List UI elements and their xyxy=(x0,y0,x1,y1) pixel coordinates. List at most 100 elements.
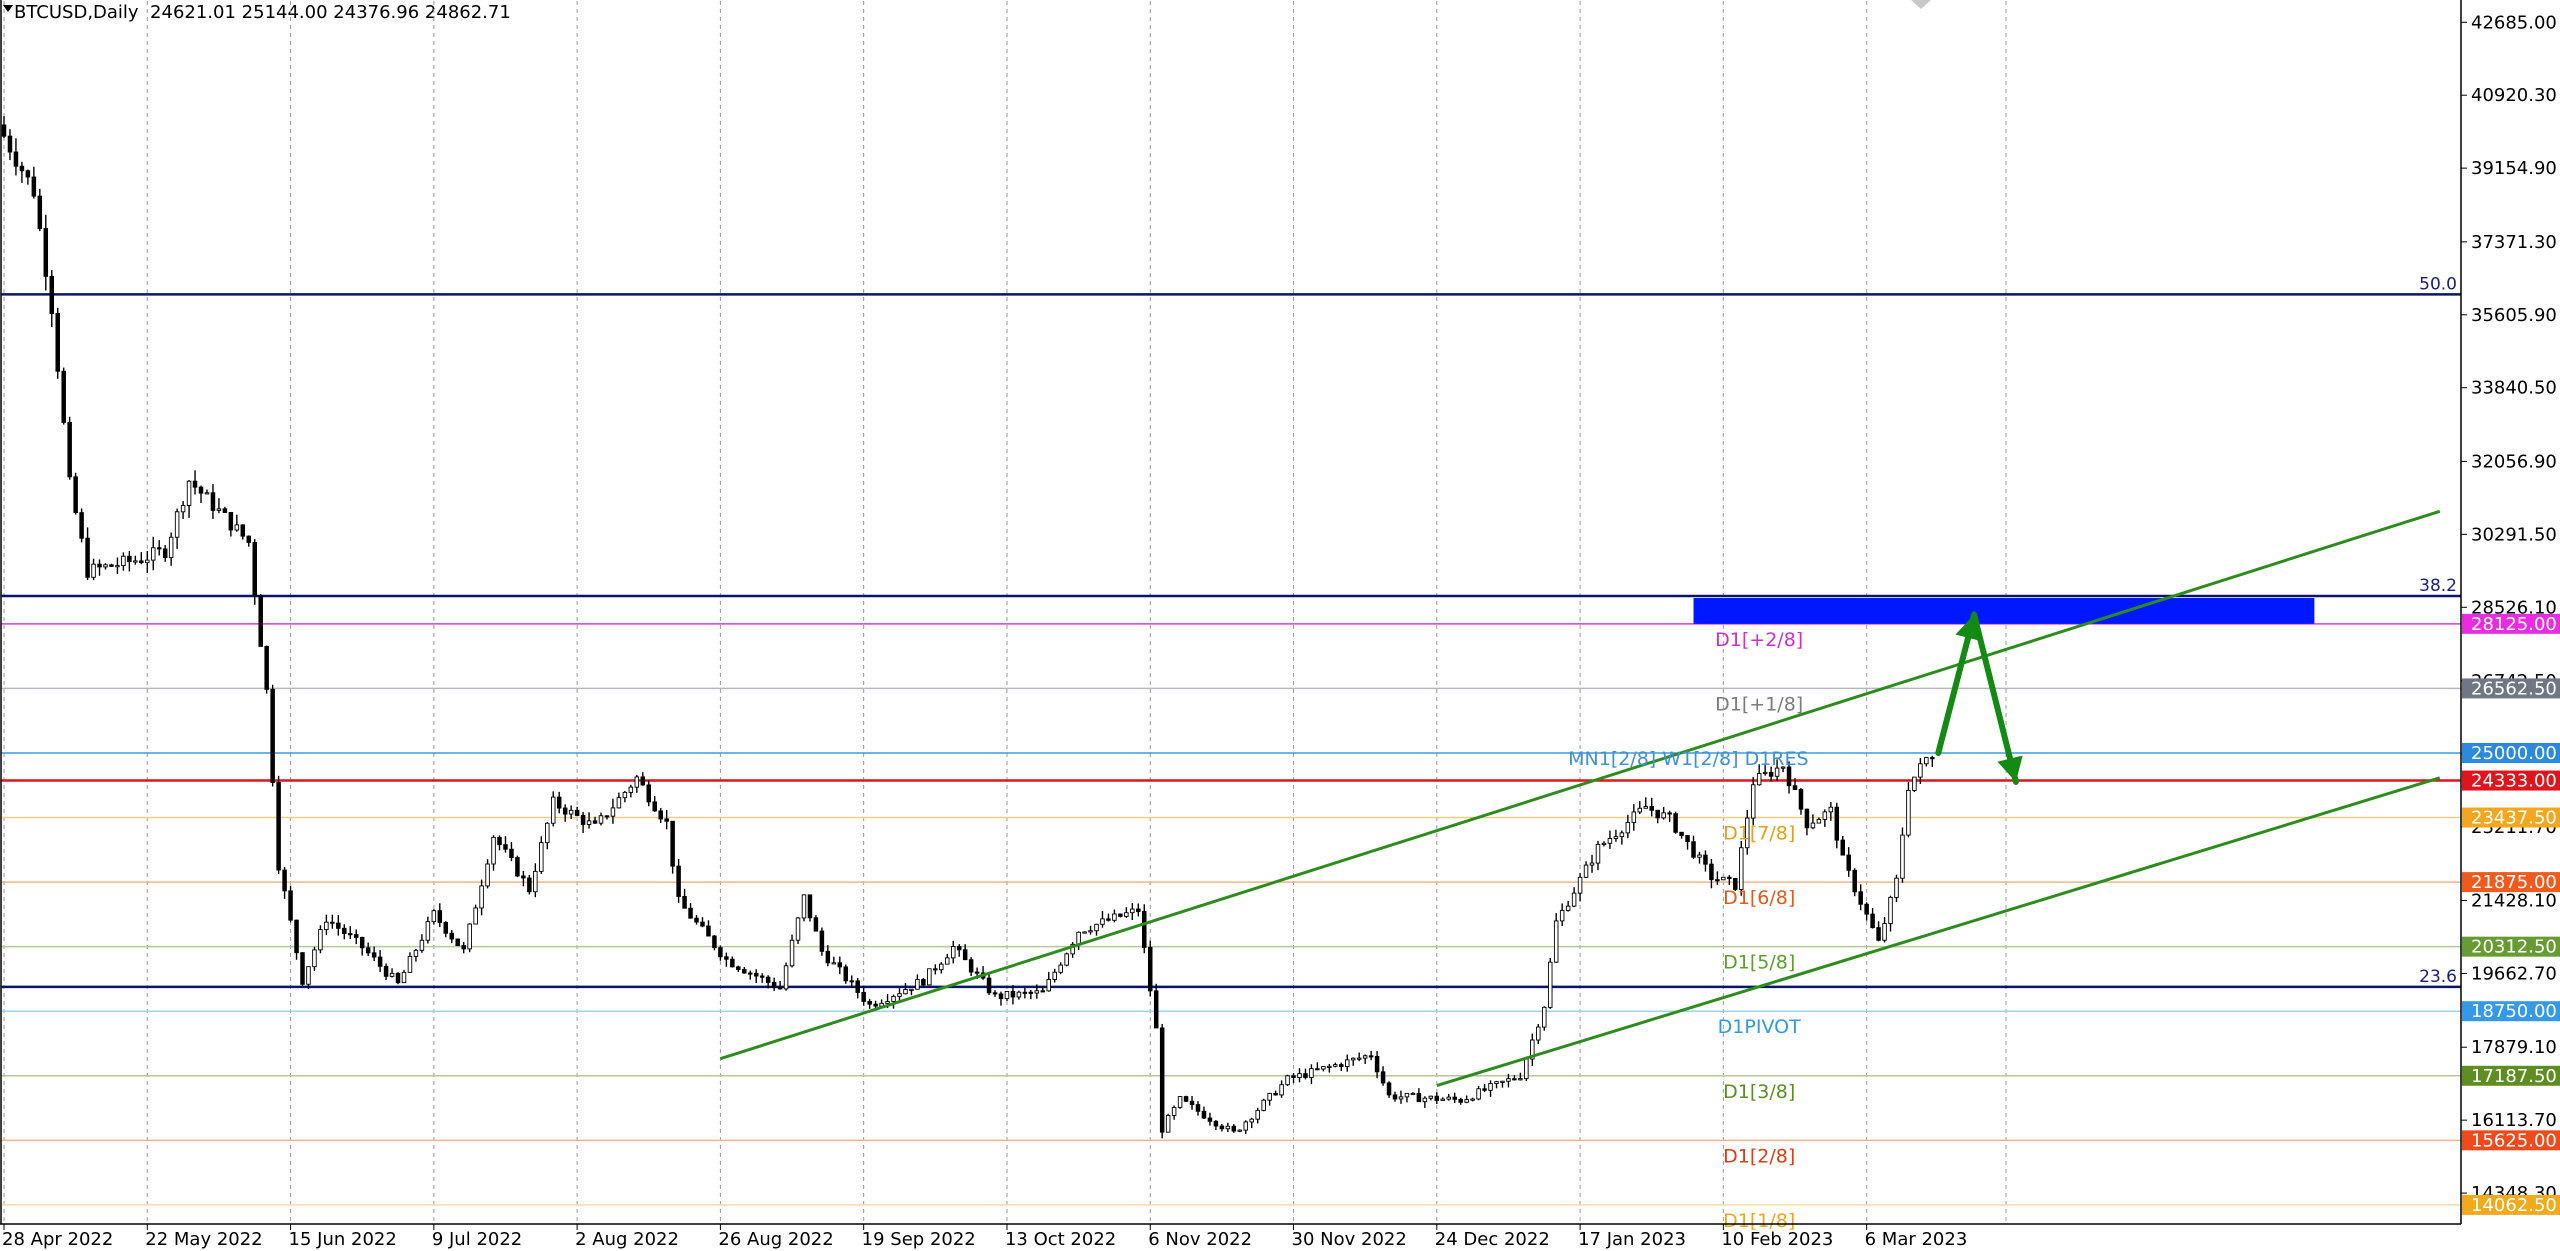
candle-body-bear xyxy=(288,890,293,921)
candle-body-bull xyxy=(1004,991,1010,1000)
candle-body-bull xyxy=(1631,811,1637,823)
candle-body-bull xyxy=(915,978,920,990)
candle-body-bull xyxy=(1476,1088,1481,1100)
candle-body-bear xyxy=(61,370,66,423)
candle-body-bull xyxy=(467,923,472,950)
candle-body-bear xyxy=(1685,835,1690,843)
candle-body-bear xyxy=(25,170,31,178)
candle-body-bear xyxy=(580,814,586,825)
candle-body-bear xyxy=(604,815,610,818)
candle-body-bear xyxy=(353,934,359,938)
candle-body-bear xyxy=(1434,1095,1440,1101)
candle-body-bear xyxy=(509,848,514,858)
candle-body-bull xyxy=(950,946,956,959)
candle-body-bear xyxy=(1458,1098,1463,1103)
candle-body-bear xyxy=(43,228,49,277)
candle-body-bull xyxy=(324,921,329,931)
candle-body-bear xyxy=(1673,813,1678,833)
time-tick-label: 6 Mar 2023 xyxy=(1865,1229,1968,1250)
candle-body-bear xyxy=(1512,1078,1517,1081)
candle-body-bear xyxy=(503,844,508,850)
candle-body-bull xyxy=(1362,1055,1368,1059)
candle-body-bull xyxy=(473,907,478,925)
candle-body-bear xyxy=(1040,990,1046,993)
price-tick-label: 35605.90 xyxy=(2471,305,2557,326)
candle-body-bear xyxy=(1142,911,1147,948)
candle-body-bull xyxy=(318,929,323,951)
candle-body-bear xyxy=(1852,869,1857,893)
candle-body-bear xyxy=(748,972,753,975)
price-tick-label: 19662.70 xyxy=(2471,964,2557,985)
price-badge-label-d1_3_8: 17187.50 xyxy=(2471,1066,2557,1087)
candle-body-bear xyxy=(765,976,771,983)
price-badge-d1_pivot xyxy=(2462,1001,2560,1022)
candle-body-bull xyxy=(174,511,180,538)
candle-body-bear xyxy=(1380,1071,1386,1084)
candle-body-bull xyxy=(1082,931,1087,934)
time-tick-label: 22 May 2022 xyxy=(145,1229,262,1250)
candle-body-bear xyxy=(1189,1100,1195,1106)
candle-body-bull xyxy=(121,555,126,567)
price-badge-d1_plus1_8 xyxy=(2462,678,2560,699)
candle-body-bull xyxy=(1177,1096,1183,1108)
candle-body-bear xyxy=(139,560,144,564)
candle-body-bear xyxy=(330,921,335,924)
candle-body-bear xyxy=(986,977,992,994)
menu-arrow-icon[interactable] xyxy=(3,5,13,12)
time-axis[interactable]: 28 Apr 2022 22 May 2022 15 Jun 2022 9 Jul 2… xyxy=(2,1224,1967,1250)
candle-body-bull xyxy=(1100,918,1105,925)
candle-body-bull xyxy=(622,791,628,799)
candle-body-bull xyxy=(419,939,425,951)
level-label-d1_7_8: D1[7/8] xyxy=(1723,823,1795,845)
candle-body-bear xyxy=(1864,903,1869,915)
time-tick-label: 9 Jul 2022 xyxy=(432,1229,522,1250)
candle-body-bull xyxy=(1536,1026,1541,1041)
open-value: 24621.01 xyxy=(150,2,236,23)
candle-body-bear xyxy=(1649,806,1654,811)
candle-body-bull xyxy=(628,786,634,793)
candle-body-bear xyxy=(1183,1096,1189,1102)
candle-body-bear xyxy=(1339,1064,1344,1068)
candle-body-bear xyxy=(162,548,168,559)
candle-body-bear xyxy=(294,919,299,954)
candle-body-bear xyxy=(252,541,257,597)
price-badge-d1_6_8 xyxy=(2462,872,2560,893)
candle-body-bull xyxy=(1052,971,1057,980)
candle-body-bull xyxy=(1404,1092,1410,1098)
time-tick-label: 15 Jun 2022 xyxy=(289,1229,397,1250)
candle-body-bull xyxy=(610,807,616,817)
candle-body-bear xyxy=(37,195,43,229)
candle-body-bear xyxy=(968,959,974,973)
candle-body-bear xyxy=(712,935,717,949)
candle-body-bull xyxy=(1721,876,1726,881)
candle-body-bull xyxy=(491,836,496,865)
candle-body-bull xyxy=(1297,1073,1302,1078)
candle-body-bear xyxy=(771,981,777,989)
level-label-d1_5_8: D1[5/8] xyxy=(1723,952,1795,974)
candle-body-bull xyxy=(1553,920,1559,963)
candle-body-bear xyxy=(515,857,520,877)
candle-body-bear xyxy=(79,512,84,539)
candle-body-bear xyxy=(1727,876,1732,879)
candle-body-bull xyxy=(1530,1039,1535,1060)
candle-body-bull xyxy=(425,921,431,941)
candle-body-bull xyxy=(186,480,192,506)
candle-body-bear xyxy=(1219,1125,1225,1130)
candle-body-bear xyxy=(67,421,72,478)
level-label-d1_3_8: D1[3/8] xyxy=(1723,1081,1795,1103)
candle-body-bull xyxy=(909,988,914,991)
time-tick-label: 19 Sep 2022 xyxy=(862,1229,976,1250)
price-axis[interactable]: 42685.00 40920.30 39154.90 37371.30 35605.90… xyxy=(2460,0,2560,1251)
candle-body-bull xyxy=(145,559,150,564)
candle-body-bear xyxy=(1715,879,1720,882)
candle-body-bear xyxy=(1153,990,1159,1029)
scroll-marker-icon[interactable] xyxy=(1911,0,1931,9)
price-badge-d1_2_8 xyxy=(2462,1130,2560,1151)
candle-body-bear xyxy=(1858,891,1863,905)
price-badge-label-d1_plus2_8: 28125.00 xyxy=(2471,614,2557,635)
candle-body-bear xyxy=(521,875,526,879)
symbol-label: BTCUSD,Daily xyxy=(14,2,139,23)
price-badge-d1_plus2_8 xyxy=(2462,613,2560,634)
candle-body-bull xyxy=(1697,854,1702,858)
